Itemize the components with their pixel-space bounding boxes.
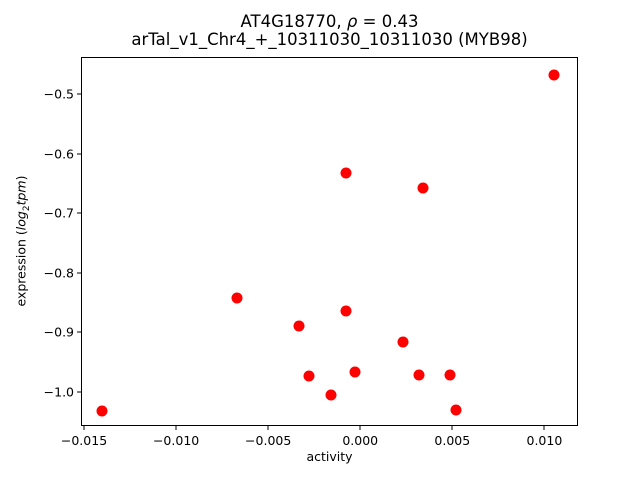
y-axis-label: expression (log2tpm) (13, 175, 33, 307)
y-tick-label: −1.0 (43, 384, 74, 400)
y-tick-mark (77, 331, 81, 333)
data-point (413, 369, 425, 381)
y-axis-label-log: log (13, 211, 29, 231)
data-point (450, 404, 462, 416)
data-point (303, 370, 315, 382)
y-axis-label-close-paren: ) (13, 175, 29, 181)
x-tick-mark (451, 426, 453, 430)
data-point (397, 336, 409, 348)
data-point (444, 369, 456, 381)
x-tick-label: −0.005 (245, 433, 292, 448)
y-tick-label: −0.9 (43, 324, 74, 340)
x-tick-mark (543, 426, 545, 430)
y-tick-label: −0.7 (43, 205, 74, 221)
data-point (96, 405, 108, 417)
data-point (417, 182, 429, 194)
y-tick-mark (77, 272, 81, 274)
x-tick-mark (267, 426, 269, 430)
y-tick-mark (77, 153, 81, 155)
x-tick-label: 0.005 (434, 433, 471, 448)
y-tick-label: −0.6 (43, 146, 74, 162)
plot-area: −0.015 −0.010 −0.005 0.000 0.005 0.010 −0.5 −0.… (44, 57, 578, 448)
y-axis-label-text: expression ( (13, 230, 29, 307)
x-tick-label: 0.010 (526, 433, 563, 448)
y-tick-mark (77, 93, 81, 95)
y-tick-mark (77, 212, 81, 214)
y-axis-label-subscript: 2 (22, 205, 32, 212)
x-tick-label: 0.000 (342, 433, 379, 448)
x-tick-label: −0.010 (152, 433, 200, 448)
rho-symbol: ρ (346, 12, 358, 31)
x-axis-label: activity (306, 449, 353, 464)
title-gene-id: AT4G18770, (240, 12, 347, 31)
data-point (325, 389, 337, 401)
x-tick-mark (359, 426, 361, 430)
y-tick-label: −0.8 (43, 265, 74, 281)
y-tick-label: −0.5 (43, 86, 74, 102)
data-point (231, 292, 243, 304)
data-point (293, 320, 305, 332)
x-tick-mark (83, 426, 85, 430)
chart-title-line1: AT4G18770, ρ = 0.43 (82, 13, 577, 31)
x-tick-label: −0.015 (60, 433, 108, 448)
data-point (340, 167, 352, 179)
y-axis-label-tpm: tpm (13, 180, 29, 206)
chart-title: AT4G18770, ρ = 0.43 arTal_v1_Chr4_+_1031… (82, 13, 577, 49)
data-point (548, 69, 560, 81)
chart-title-line2: arTal_v1_Chr4_+_10311030_10311030 (MYB98… (131, 30, 528, 49)
x-tick-mark (175, 426, 177, 430)
data-point (349, 366, 361, 378)
y-tick-mark (77, 391, 81, 393)
data-point (340, 305, 352, 317)
title-rho-value: = 0.43 (357, 12, 419, 31)
